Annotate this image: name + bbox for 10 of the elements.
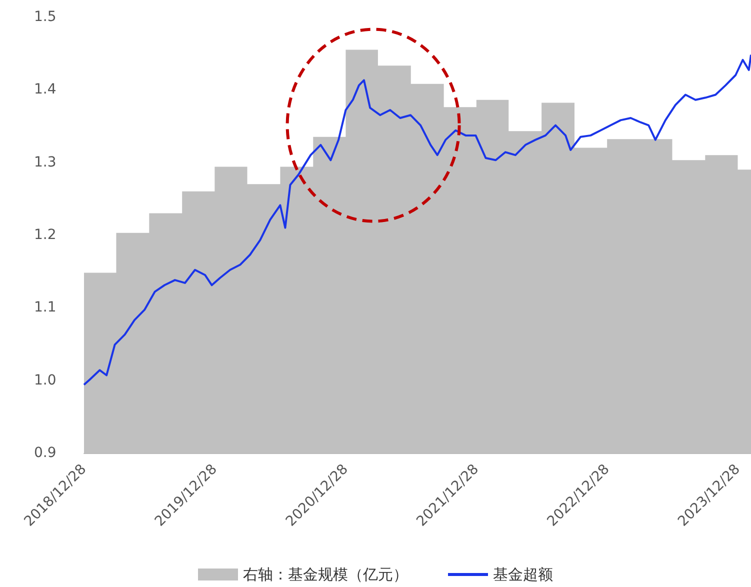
legend-label: 右轴：基金规模（亿元） <box>243 566 408 584</box>
y-tick-label: 1.0 <box>34 372 56 388</box>
line-series <box>83 54 751 386</box>
y-tick-label: 1.5 <box>34 9 56 25</box>
y-tick-label: 1.1 <box>34 300 56 316</box>
y-tick-label: 1.2 <box>34 227 56 243</box>
y-tick-label: 1.4 <box>34 82 56 98</box>
y-tick-label: 1.3 <box>34 154 56 170</box>
legend-label: 基金超额 <box>493 566 553 584</box>
y-tick-label: 0.9 <box>34 445 56 461</box>
